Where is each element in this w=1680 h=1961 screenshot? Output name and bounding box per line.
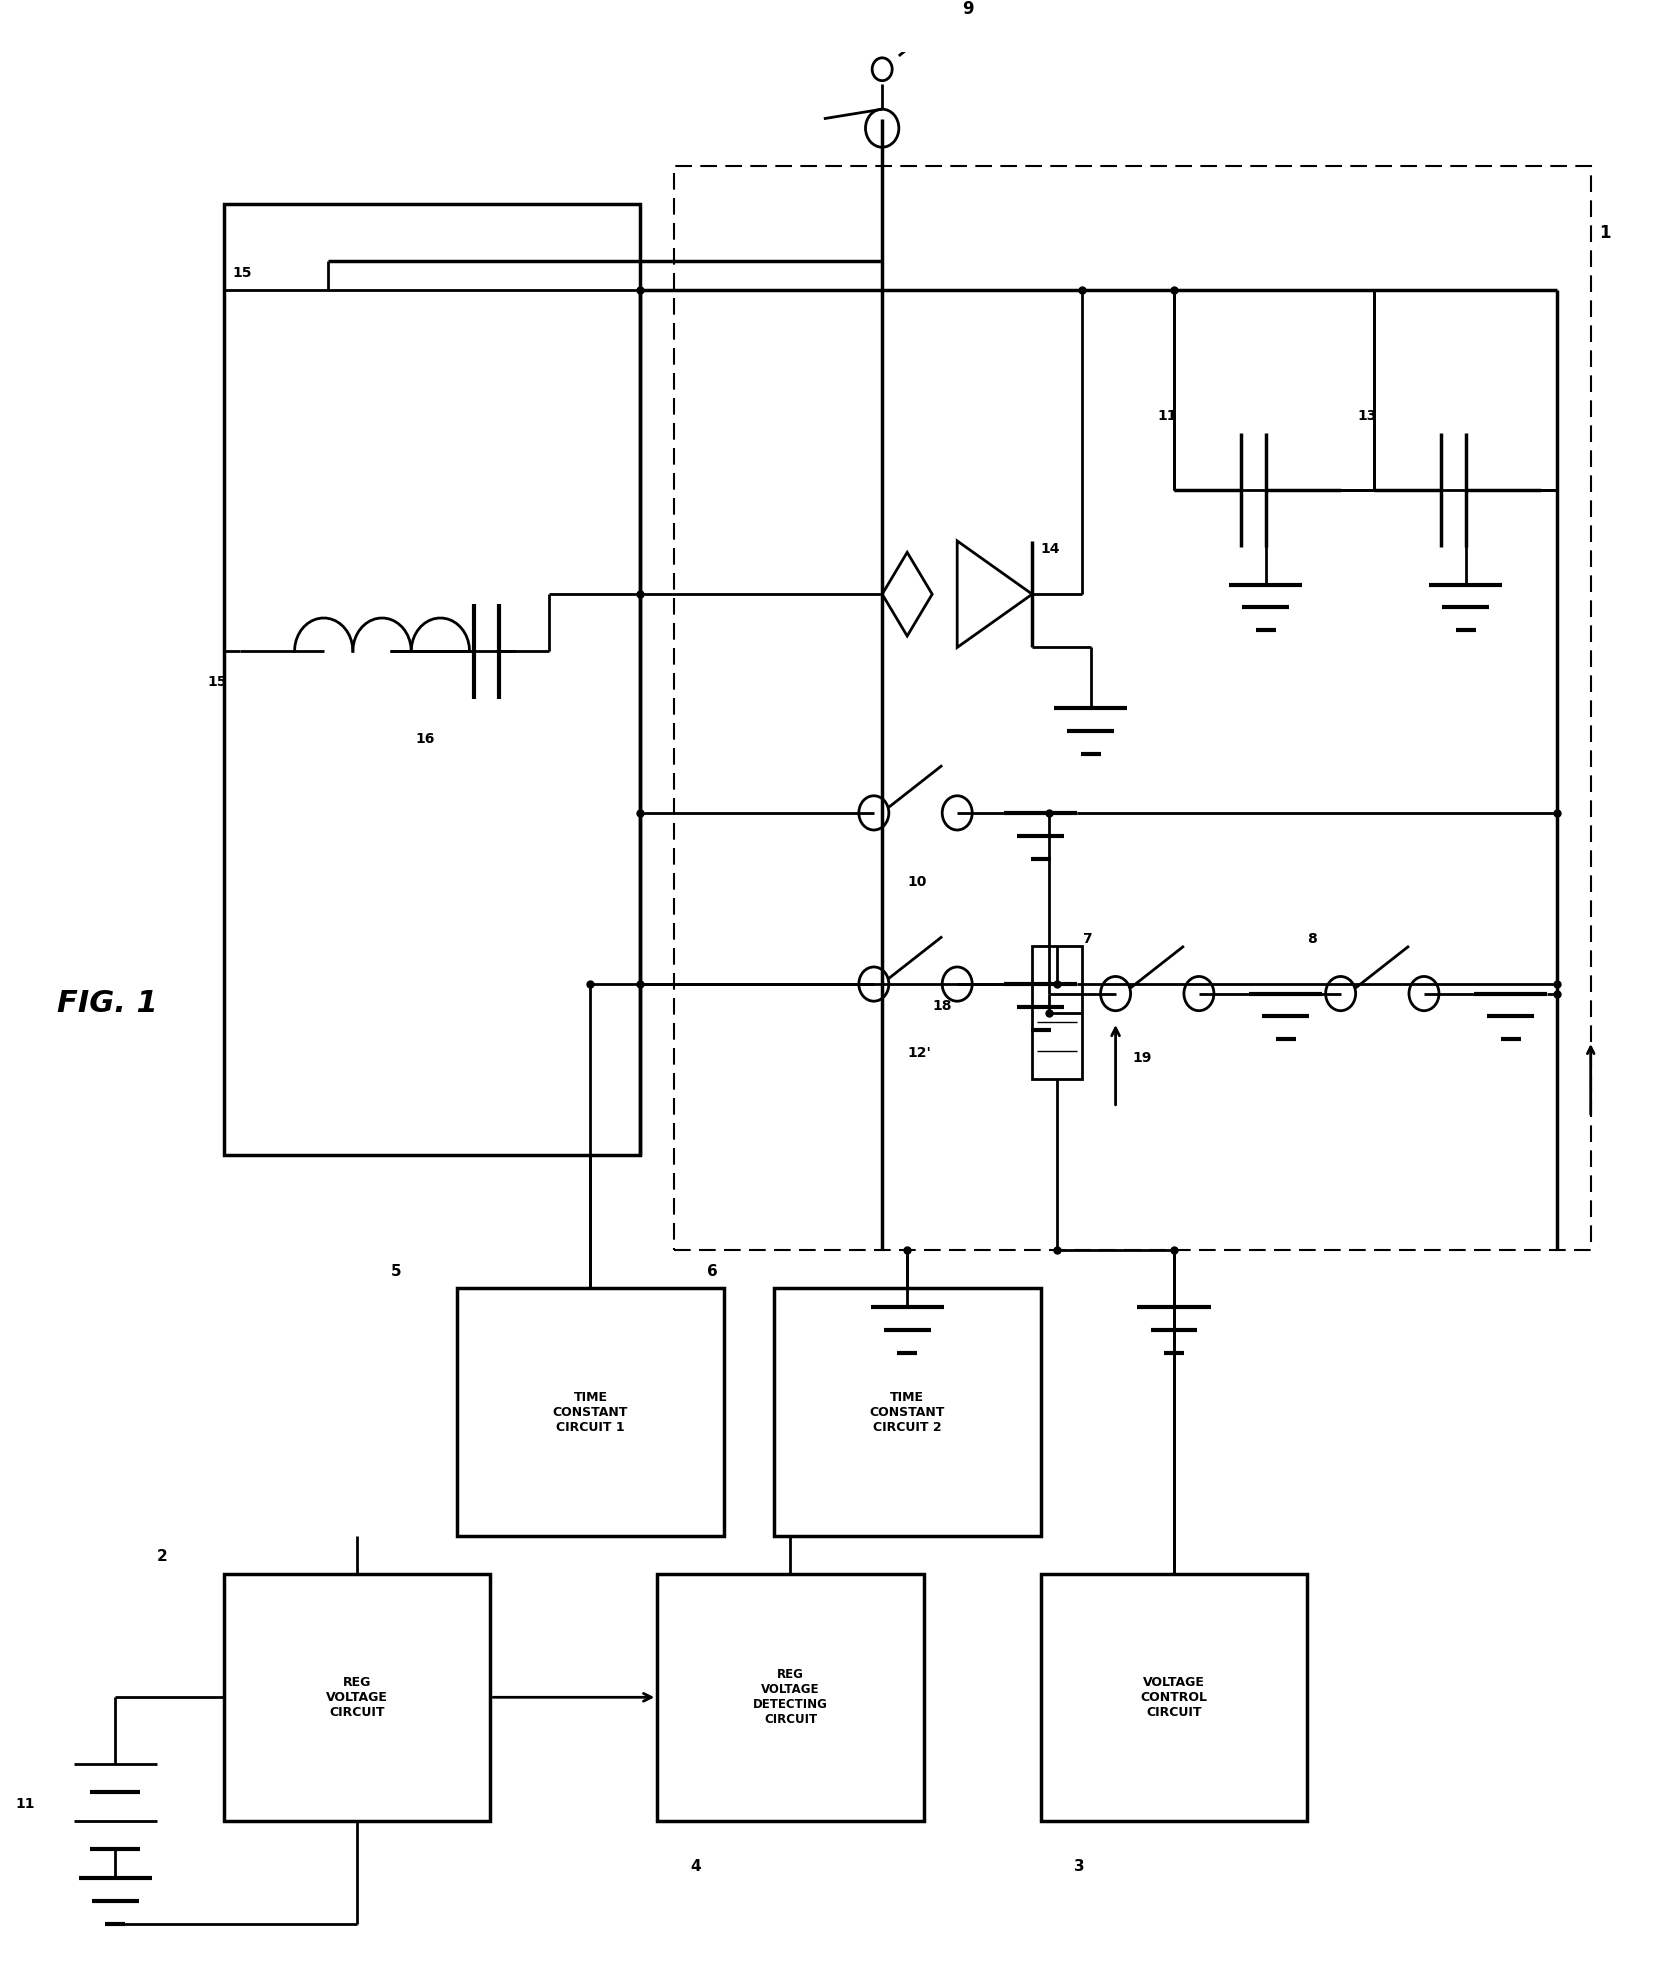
Text: REG
VOLTAGE
DETECTING
CIRCUIT: REG VOLTAGE DETECTING CIRCUIT: [753, 1669, 828, 1726]
Text: TIME
CONSTANT
CIRCUIT 2: TIME CONSTANT CIRCUIT 2: [869, 1390, 944, 1433]
Text: 9: 9: [961, 0, 973, 18]
Text: 2: 2: [156, 1549, 168, 1565]
Text: 13: 13: [1356, 410, 1376, 424]
Bar: [657, 1573, 924, 1822]
Text: 7: 7: [1082, 931, 1092, 945]
Bar: [674, 167, 1589, 1251]
Text: TIME
CONSTANT
CIRCUIT 1: TIME CONSTANT CIRCUIT 1: [553, 1390, 628, 1433]
Bar: [1040, 1573, 1307, 1822]
Text: 10: 10: [907, 875, 926, 888]
Text: 11: 11: [15, 1798, 35, 1812]
Text: VOLTAGE
CONTROL
CIRCUIT: VOLTAGE CONTROL CIRCUIT: [1139, 1677, 1206, 1718]
Text: 15: 15: [207, 675, 227, 688]
Text: 6: 6: [707, 1265, 717, 1279]
Bar: [773, 1288, 1040, 1535]
Text: 1: 1: [1598, 224, 1609, 243]
Text: 3: 3: [1074, 1859, 1084, 1875]
Text: 16: 16: [415, 731, 435, 747]
Text: 5: 5: [390, 1265, 402, 1279]
Text: 4: 4: [690, 1859, 701, 1875]
Text: FIG. 1: FIG. 1: [57, 988, 158, 1018]
Text: 14: 14: [1040, 541, 1060, 557]
Text: 11: 11: [1156, 410, 1176, 424]
Text: 12': 12': [907, 1045, 931, 1061]
Text: 18: 18: [932, 998, 951, 1012]
Bar: [223, 1573, 491, 1822]
Text: REG
VOLTAGE
CIRCUIT: REG VOLTAGE CIRCUIT: [326, 1677, 388, 1718]
Bar: [223, 204, 640, 1155]
Bar: [1032, 945, 1082, 1079]
Text: 8: 8: [1307, 931, 1315, 945]
Bar: [457, 1288, 724, 1535]
Text: 19: 19: [1132, 1051, 1151, 1065]
Text: 15: 15: [232, 267, 252, 280]
